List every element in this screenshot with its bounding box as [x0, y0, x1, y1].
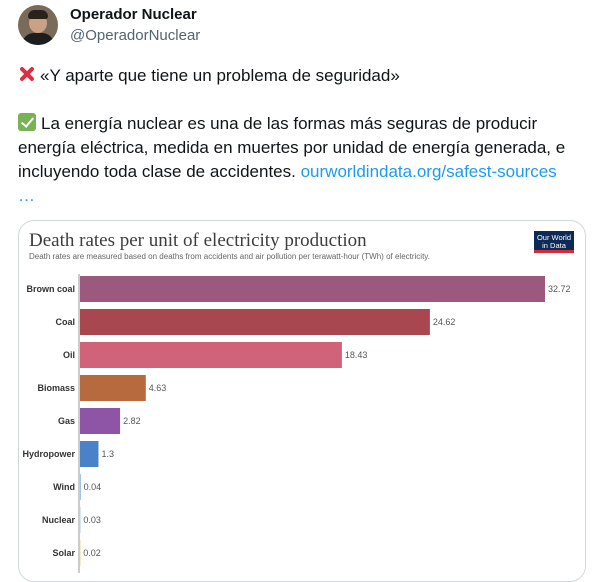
category-label-gas: Gas — [58, 416, 75, 426]
value-label-brown-coal: 32.72 — [548, 284, 571, 294]
category-label-oil: Oil — [63, 350, 75, 360]
bar-hydropower — [80, 441, 98, 467]
author-handle[interactable]: @OperadorNuclear — [70, 27, 200, 44]
show-more-ellipsis[interactable]: … — [18, 186, 35, 206]
bar-coal — [80, 309, 430, 335]
cross-mark-icon — [18, 65, 36, 83]
value-label-nuclear: 0.03 — [83, 515, 101, 525]
bar-chart: Brown coal 32.72 Coal 24.62 Oil 18.43 Biomass 4… — [19, 221, 585, 581]
bar-brown-coal — [80, 276, 545, 302]
category-label-hydropower: Hydropower — [22, 449, 75, 459]
tweet-link[interactable]: ourworldindata.org/safest-sources — [301, 162, 557, 181]
check-mark-icon — [18, 113, 36, 131]
value-label-oil: 18.43 — [345, 350, 368, 360]
bar-gas — [80, 408, 120, 434]
bar-oil — [80, 342, 342, 368]
author-name[interactable]: Operador Nuclear — [70, 6, 197, 23]
value-label-biomass: 4.63 — [149, 383, 167, 393]
category-label-biomass: Biomass — [37, 383, 75, 393]
value-label-solar: 0.02 — [83, 548, 101, 558]
value-label-wind: 0.04 — [84, 482, 102, 492]
category-label-brown-coal: Brown coal — [26, 284, 75, 294]
category-label-coal: Coal — [55, 317, 75, 327]
category-label-solar: Solar — [52, 548, 75, 558]
value-label-hydropower: 1.3 — [101, 449, 114, 459]
tweet-line-1: «Y aparte que tiene un problema de segur… — [18, 64, 588, 88]
bar-biomass — [80, 375, 146, 401]
category-label-nuclear: Nuclear — [42, 515, 76, 525]
avatar[interactable] — [18, 5, 58, 45]
value-label-coal: 24.62 — [433, 317, 456, 327]
category-label-wind: Wind — [53, 482, 75, 492]
tweet-line-1-text: «Y aparte que tiene un problema de segur… — [40, 66, 400, 85]
chart-card[interactable]: Death rates per unit of electricity prod… — [18, 220, 586, 582]
bar-wind — [80, 474, 81, 500]
tweet-line-2: La energía nuclear es una de las formas … — [18, 112, 588, 184]
value-label-gas: 2.82 — [123, 416, 141, 426]
